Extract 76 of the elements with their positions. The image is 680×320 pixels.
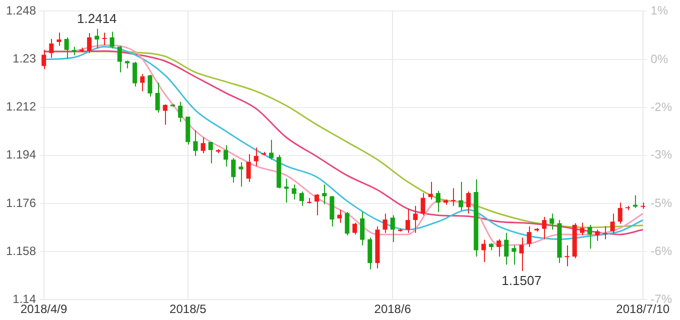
candlestick [352, 222, 357, 235]
candlestick [238, 162, 244, 188]
candlestick [390, 214, 395, 243]
candlestick [580, 222, 584, 236]
candlestick [140, 73, 145, 92]
candlestick [368, 237, 372, 270]
candlestick [512, 244, 516, 266]
candlestick [178, 101, 183, 123]
candlestick [550, 213, 554, 230]
x-tick-label: 2018/6 [374, 302, 412, 316]
candlestick [193, 130, 198, 156]
candlestick [208, 142, 213, 164]
candlestick [420, 192, 426, 216]
candlestick [269, 139, 274, 160]
candlestick [610, 213, 615, 234]
candlestick [519, 237, 524, 272]
candlestick [102, 32, 107, 46]
candlestick [360, 212, 365, 246]
candlestick [314, 194, 320, 216]
candlestick [110, 31, 114, 49]
candlestick [436, 190, 440, 213]
y2-tick-label: 1% [650, 4, 668, 18]
candlestick [224, 144, 228, 168]
candlestick [344, 212, 350, 236]
candlestick [299, 190, 304, 206]
candlestick [254, 147, 258, 167]
y2-tick-label: -3% [650, 148, 672, 162]
candlestick [94, 28, 100, 49]
candlestick [466, 190, 471, 214]
candlestick [42, 49, 46, 70]
candlestick [246, 154, 251, 182]
candlestick [451, 188, 456, 206]
candlestick [413, 205, 418, 234]
candlestick [292, 184, 296, 200]
candlestick [148, 74, 152, 98]
y2-tick-label: -5% [650, 196, 672, 210]
annotation: 1.1507 [502, 273, 542, 288]
y2-tick-label: -2% [650, 100, 672, 114]
candlestick [87, 32, 92, 54]
candlestick [428, 181, 433, 200]
y2-tick-label: 0% [650, 52, 668, 66]
candlestick [602, 226, 608, 240]
candlestick [481, 239, 486, 262]
candlestick [162, 104, 168, 126]
candlestick [132, 61, 138, 88]
x-tick-label: 2018/5 [170, 302, 207, 316]
y-tick-label: 1.158 [6, 244, 36, 258]
annotation: 1.2414 [77, 10, 117, 26]
candlestick [330, 196, 334, 227]
candlestick [526, 226, 532, 248]
candlestick [200, 137, 206, 154]
candlestick [496, 238, 502, 258]
y-tick-label: 1.176 [6, 196, 36, 210]
candlestick [155, 82, 160, 114]
candlestick [504, 232, 509, 266]
candlestick [284, 178, 289, 204]
candlestick [117, 45, 122, 73]
candlestick [406, 208, 410, 234]
candlestick [618, 202, 622, 224]
y-tick-label: 1.248 [6, 4, 36, 18]
candlestick [595, 229, 600, 242]
y-tick-label: 1.194 [6, 148, 36, 162]
y-tick-label: 1.212 [6, 100, 36, 114]
y2-tick-label: -6% [650, 244, 672, 258]
candlestick [322, 184, 327, 205]
y-tick-label: 1.23 [12, 52, 36, 66]
candlestick [458, 181, 464, 211]
candlestick [231, 158, 236, 184]
candlestick [64, 36, 69, 59]
candlestick [542, 216, 547, 240]
candlestick [564, 244, 570, 267]
candlestick [337, 209, 342, 224]
candlestick [56, 32, 62, 46]
candlestick [49, 38, 54, 58]
candlestick [588, 224, 592, 250]
candlestick [382, 213, 388, 234]
